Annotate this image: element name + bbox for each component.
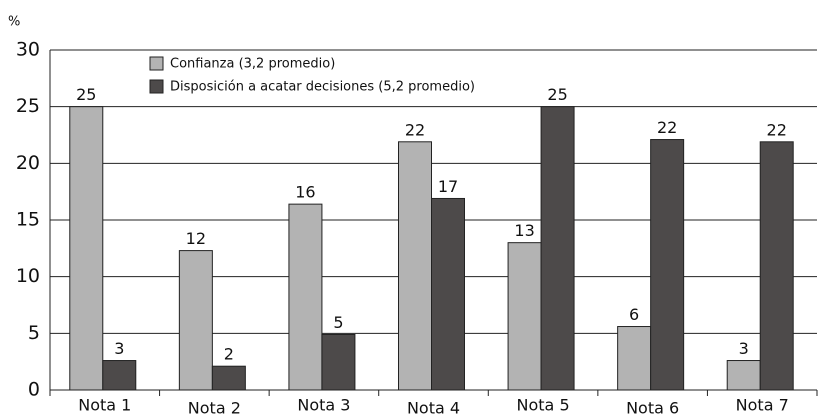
data-label: 6	[629, 305, 639, 324]
x-tick-label: Nota 6	[626, 399, 679, 418]
y-axis-label: %	[8, 15, 20, 30]
legend-swatch	[149, 79, 164, 94]
x-tick-label: Nota 4	[407, 399, 460, 418]
data-label: 22	[657, 118, 677, 137]
bar	[211, 365, 246, 391]
bar	[507, 242, 542, 391]
y-tick-label: 30	[16, 39, 40, 61]
bar	[650, 139, 685, 391]
data-label: 12	[186, 229, 206, 248]
legend-label: Confianza (3,2 promedio)	[170, 57, 335, 72]
legend-swatch	[149, 56, 164, 71]
x-tick-label: Nota 2	[188, 399, 241, 418]
y-tick-label: 5	[28, 322, 40, 344]
y-tick-label: 0	[28, 379, 40, 401]
bar	[69, 106, 104, 391]
data-label: 22	[405, 120, 425, 139]
data-label: 17	[438, 177, 458, 196]
data-label: 16	[295, 183, 315, 202]
y-tick-label: 15	[16, 209, 40, 231]
x-tick-label: Nota 1	[78, 396, 131, 415]
bar	[726, 360, 761, 391]
x-tick-label: Nota 5	[517, 396, 570, 415]
data-label: 25	[76, 85, 96, 104]
data-label: 22	[767, 120, 787, 139]
bar	[431, 197, 465, 391]
data-label: 3	[739, 339, 749, 358]
bar	[102, 360, 137, 391]
data-label: 3	[114, 339, 124, 358]
data-label: 5	[333, 313, 343, 332]
y-tick-label: 25	[16, 95, 40, 117]
data-label: 2	[224, 345, 234, 364]
bar	[617, 326, 652, 391]
legend-label: Disposición a acatar decisiones (5,2 pro…	[170, 80, 475, 95]
y-tick-label: 20	[16, 152, 40, 174]
data-label: 13	[514, 221, 534, 240]
y-tick-label: 10	[16, 265, 40, 287]
bar	[321, 333, 356, 391]
bar	[759, 141, 794, 391]
bar	[398, 141, 432, 391]
bar	[540, 106, 575, 391]
bar	[288, 203, 323, 391]
bar	[178, 250, 213, 391]
x-tick-label: Nota 7	[736, 396, 789, 415]
x-tick-label: Nota 3	[297, 396, 350, 415]
data-label: 25	[547, 85, 567, 104]
